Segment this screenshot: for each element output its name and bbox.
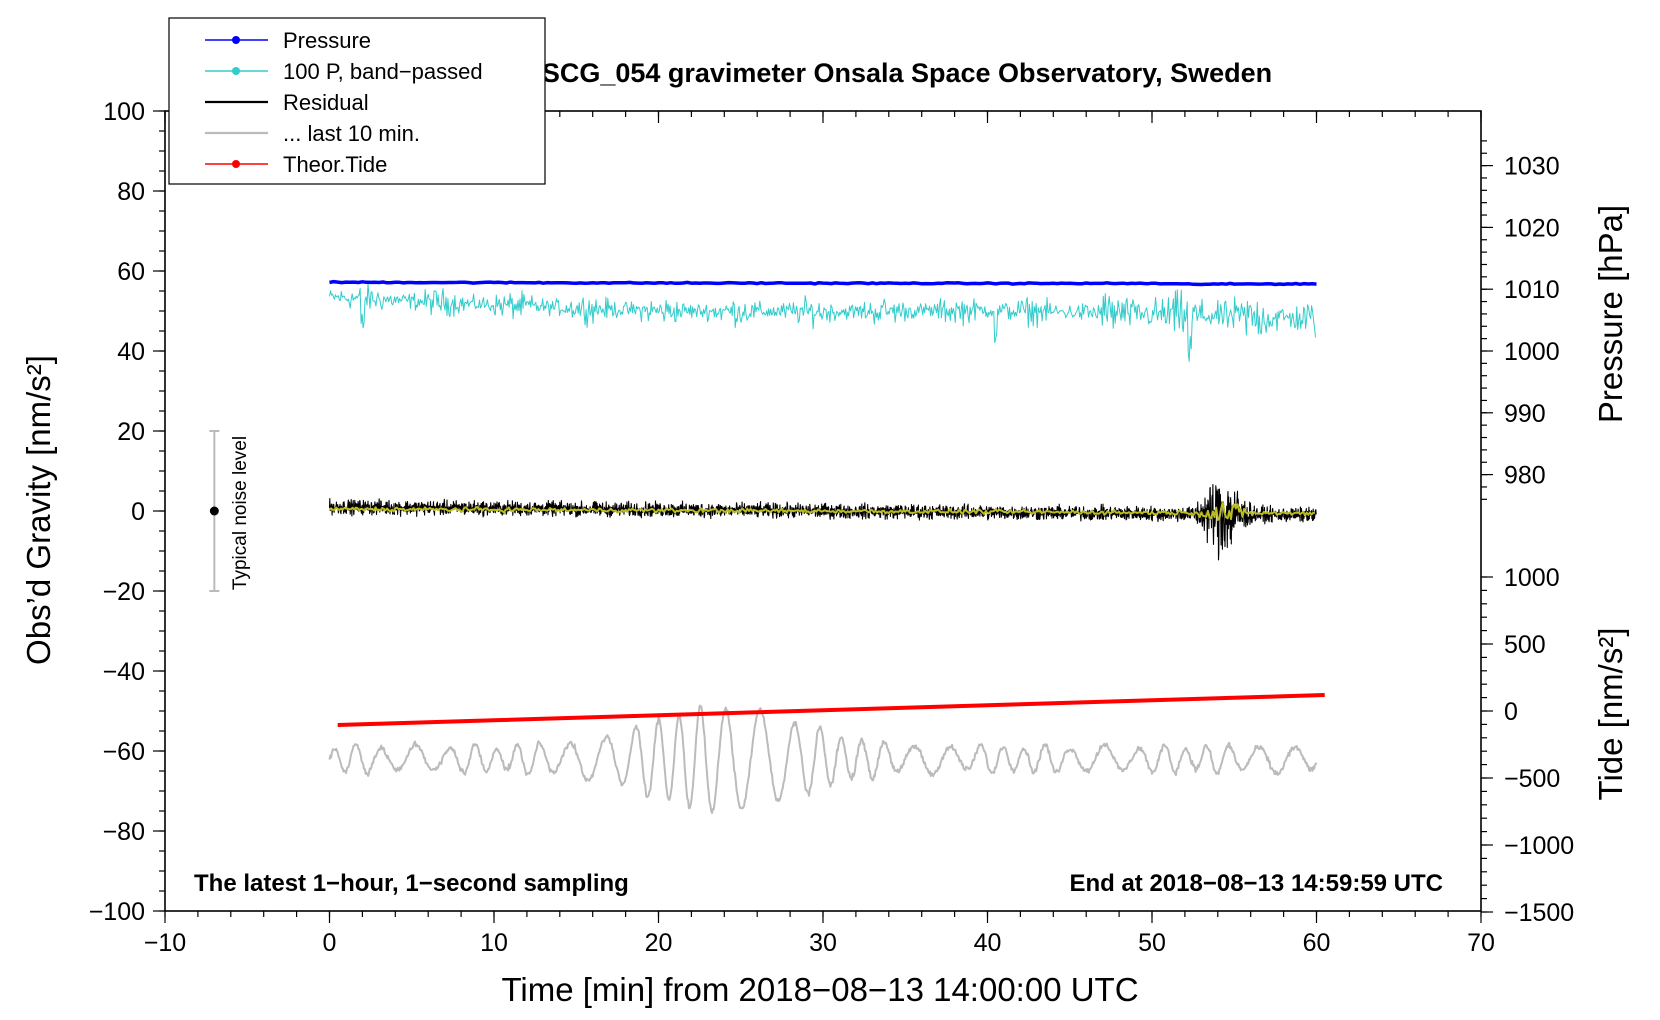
legend-item-pressure: Pressure bbox=[205, 28, 371, 53]
y-tick-label: −20 bbox=[103, 578, 145, 606]
legend-item-residual: Residual bbox=[205, 90, 369, 115]
tide-tick-label: −1500 bbox=[1504, 899, 1574, 927]
y-axis-label: Obs’d Gravity [nm/s²] bbox=[20, 355, 57, 665]
series-residual-smoothed bbox=[329, 500, 1316, 521]
noise-label: Typical noise level bbox=[230, 436, 251, 590]
y-tick-label: 40 bbox=[117, 338, 145, 366]
sampling-note: The latest 1−hour, 1−second sampling bbox=[194, 870, 629, 897]
x-tick-label: 0 bbox=[323, 929, 337, 957]
x-tick-label: 60 bbox=[1303, 929, 1331, 957]
y-tick-label: 80 bbox=[117, 178, 145, 206]
legend-marker-band-passed bbox=[232, 67, 240, 75]
y-tick-label: −40 bbox=[103, 658, 145, 686]
x-tick-label: 20 bbox=[645, 929, 673, 957]
legend-label-pressure: Pressure bbox=[283, 28, 371, 53]
legend-item-last-10-min: ... last 10 min. bbox=[205, 121, 420, 146]
y-tick-label: 60 bbox=[117, 258, 145, 286]
series-last-10-min bbox=[328, 704, 1318, 814]
x-tick-label: 70 bbox=[1467, 929, 1495, 957]
x-tick-label: 40 bbox=[974, 929, 1002, 957]
y-tick-label: −80 bbox=[103, 818, 145, 846]
pressure-axis-label: Pressure [hPa] bbox=[1592, 205, 1629, 423]
y-left-axis: 100 80 60 40 20 0 −20 −40 −60 −80 −100 bbox=[89, 98, 165, 926]
y-tick-label: 20 bbox=[117, 418, 145, 446]
tide-axis: 1000 500 0 −500 −1000 −1500 bbox=[1481, 564, 1574, 927]
series-layer bbox=[328, 279, 1325, 814]
legend-item-theor-tide: Theor.Tide bbox=[205, 152, 387, 177]
tide-tick-label: 500 bbox=[1504, 631, 1546, 659]
pressure-tick-label: 980 bbox=[1504, 462, 1546, 490]
tide-tick-label: 1000 bbox=[1504, 564, 1560, 592]
series-theor-tide bbox=[337, 693, 1325, 727]
noise-dot bbox=[209, 506, 219, 516]
pressure-tick-label: 1000 bbox=[1504, 338, 1560, 366]
legend-marker-pressure bbox=[232, 36, 240, 44]
tide-axis-label: Tide [nm/s²] bbox=[1592, 628, 1629, 801]
pressure-tick-label: 1020 bbox=[1504, 214, 1560, 242]
legend-label-band-passed: 100 P, band−passed bbox=[283, 59, 483, 84]
x-axis-label: Time [min] from 2018−08−13 14:00:00 UTC bbox=[501, 971, 1138, 1008]
series-pressure bbox=[329, 279, 1317, 287]
tide-tick-label: −500 bbox=[1504, 765, 1560, 793]
series-band-passed-pressure bbox=[329, 283, 1316, 362]
tide-tick-label: 0 bbox=[1504, 698, 1518, 726]
y-tick-label: −60 bbox=[103, 738, 145, 766]
tide-tick-label: −1000 bbox=[1504, 832, 1574, 860]
y-tick-label: −100 bbox=[89, 898, 145, 926]
pressure-tick-label: 990 bbox=[1504, 400, 1546, 428]
pressure-tick-label: 1030 bbox=[1504, 153, 1560, 181]
pressure-tick-label: 1010 bbox=[1504, 276, 1560, 304]
x-tick-label: 10 bbox=[480, 929, 508, 957]
legend-item-band-passed: 100 P, band−passed bbox=[205, 59, 483, 84]
legend-marker-theor-tide bbox=[232, 160, 240, 168]
legend-label-last-10-min: ... last 10 min. bbox=[283, 121, 420, 146]
legend-label-theor-tide: Theor.Tide bbox=[283, 152, 387, 177]
legend-label-residual: Residual bbox=[283, 90, 369, 115]
x-tick-label: 30 bbox=[809, 929, 837, 957]
x-tick-label: 50 bbox=[1138, 929, 1166, 957]
chart-title: SCG_054 gravimeter Onsala Space Observat… bbox=[542, 58, 1272, 88]
y-tick-label: 0 bbox=[131, 498, 145, 526]
y-tick-label: 100 bbox=[103, 98, 145, 126]
noise-indicator: Typical noise level bbox=[209, 430, 251, 592]
legend: Pressure 100 P, band−passed Residual ...… bbox=[168, 17, 546, 185]
x-axis: −10 0 10 20 30 40 50 60 70 bbox=[144, 111, 1495, 957]
series-residual bbox=[328, 483, 1317, 561]
x-tick-label: −10 bbox=[144, 929, 186, 957]
pressure-axis: 1030 1020 1010 1000 990 980 bbox=[1481, 140, 1560, 500]
end-time-note: End at 2018−08−13 14:59:59 UTC bbox=[1069, 870, 1443, 897]
